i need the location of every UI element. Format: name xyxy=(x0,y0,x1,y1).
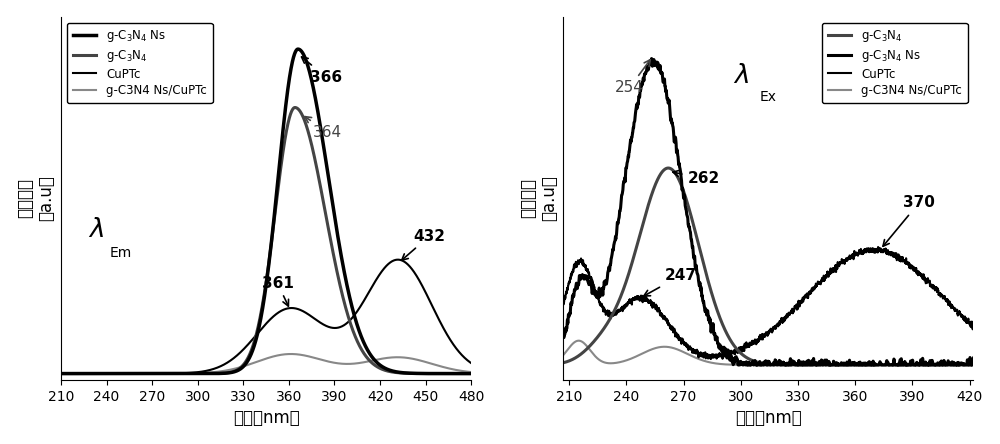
Text: $\lambda$: $\lambda$ xyxy=(733,63,749,89)
Text: 364: 364 xyxy=(305,117,342,140)
Text: 366: 366 xyxy=(302,57,342,84)
Text: 262: 262 xyxy=(673,170,720,186)
Text: 247: 247 xyxy=(644,268,696,296)
Text: Ex: Ex xyxy=(760,91,777,104)
Text: Em: Em xyxy=(110,246,132,260)
Text: 370: 370 xyxy=(883,195,935,246)
Text: $\lambda$: $\lambda$ xyxy=(88,217,104,243)
Legend: g-C$_3$N$_4$, g-C$_3$N$_4$ Ns, CuPTc, g-C3N4 Ns/CuPTc: g-C$_3$N$_4$, g-C$_3$N$_4$ Ns, CuPTc, g-… xyxy=(822,23,968,103)
Text: 254: 254 xyxy=(615,60,650,95)
Legend: g-C$_3$N$_4$ Ns, g-C$_3$N$_4$, CuPTc, g-C3N4 Ns/CuPTc: g-C$_3$N$_4$ Ns, g-C$_3$N$_4$, CuPTc, g-… xyxy=(67,23,213,103)
Y-axis label: 荧光强度
（a.u）: 荧光强度 （a.u） xyxy=(17,175,55,221)
X-axis label: 波长（nm）: 波长（nm） xyxy=(233,409,299,427)
Text: 361: 361 xyxy=(262,276,293,306)
X-axis label: 波长（nm）: 波长（nm） xyxy=(735,409,802,427)
Y-axis label: 荧光强度
（a.u）: 荧光强度 （a.u） xyxy=(519,175,558,221)
Text: 432: 432 xyxy=(402,229,445,260)
